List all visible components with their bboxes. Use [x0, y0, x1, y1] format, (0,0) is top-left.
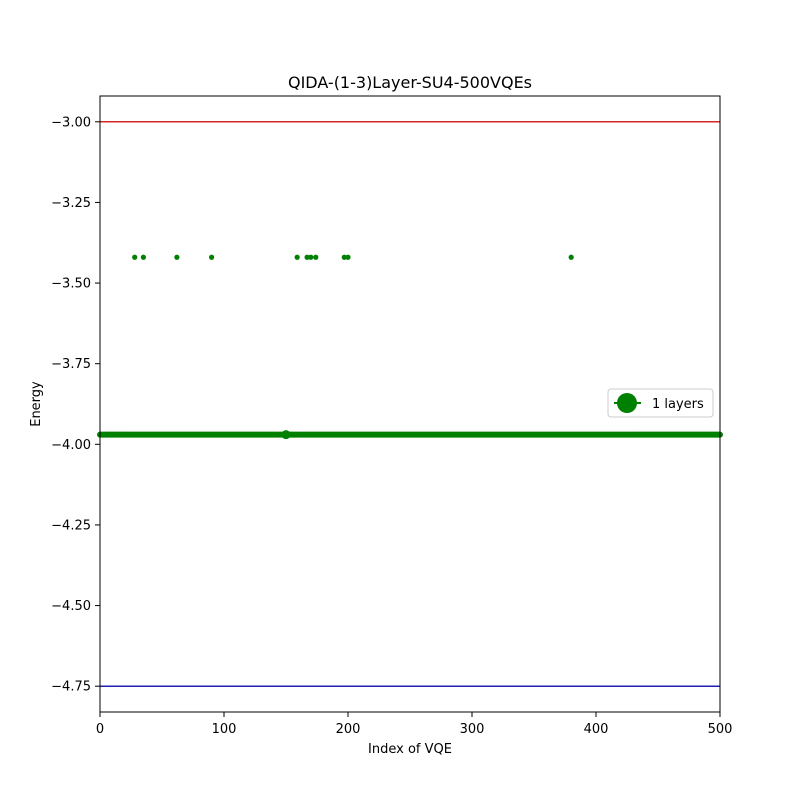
y-axis: −3.00 −3.25 −3.50 −3.75 −4.00 −4.25 −4.50 −4.75: [51, 115, 100, 695]
plot-frame: [99, 95, 721, 713]
data-point-8: [341, 254, 347, 260]
data-point-3: [209, 254, 215, 260]
data-point-7: [313, 254, 319, 260]
y-tick-label-5: −4.25: [51, 518, 91, 533]
y-tick-label-2: −3.50: [51, 277, 91, 292]
x-tick-label-3: 300: [460, 722, 485, 737]
x-tick-label-0: 0: [96, 722, 104, 737]
chart-title: QIDA-(1-3)Layer-SU4-500VQEs: [288, 73, 532, 92]
y-axis-label: Energy: [29, 381, 44, 427]
data-point-2: [174, 254, 180, 260]
x-axis: 0 100 200 300 400 500: [96, 712, 733, 737]
data-point-0: [132, 254, 138, 260]
plot-area: [97, 121, 723, 687]
data-point-6: [308, 254, 314, 260]
legend-box: [607, 388, 714, 418]
x-tick-label-2: 200: [336, 722, 361, 737]
y-tick-label-6: −4.50: [51, 599, 91, 614]
x-tick-label-1: 100: [212, 722, 237, 737]
y-tick-label-4: −4.00: [51, 438, 91, 453]
legend-marker: [617, 393, 637, 413]
data-point-9: [345, 254, 351, 260]
highlight-point: [281, 430, 291, 440]
data-point-1: [140, 254, 146, 260]
x-tick-label-4: 400: [584, 722, 609, 737]
data-point-4: [294, 254, 300, 260]
legend-label: 1 layers: [652, 397, 704, 412]
y-tick-label-0: −3.00: [51, 115, 91, 130]
legend: 1 layers: [607, 388, 714, 418]
y-tick-label-7: −4.75: [51, 680, 91, 695]
data-point-10: [568, 254, 574, 260]
y-tick-label-3: −3.75: [51, 357, 91, 372]
data-point-5: [304, 254, 310, 260]
x-axis-label: Index of VQE: [368, 742, 452, 757]
x-tick-label-5: 500: [708, 722, 733, 737]
y-tick-label-1: −3.25: [51, 196, 91, 211]
